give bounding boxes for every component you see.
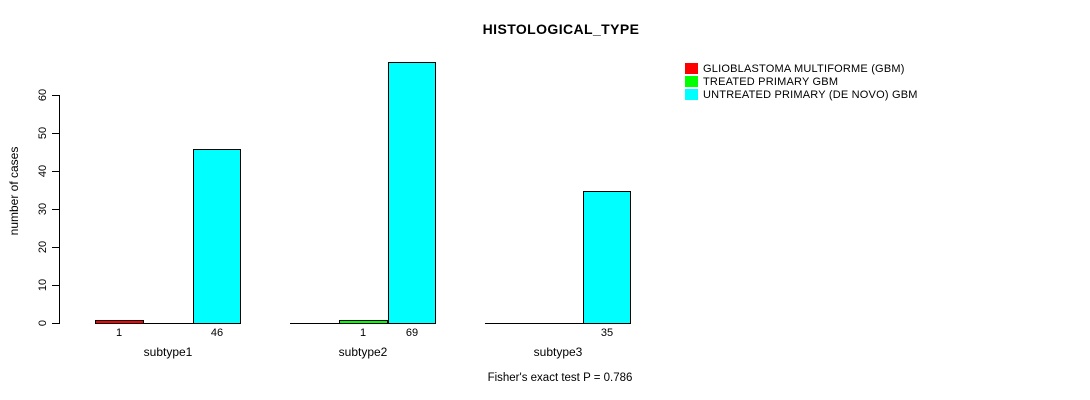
y-tick-mark: [52, 171, 59, 172]
bar-value-label: 1: [359, 327, 367, 339]
bar: [339, 320, 388, 324]
y-tick-label: 40: [37, 164, 49, 178]
legend-row: UNTREATED PRIMARY (DE NOVO) GBM: [685, 88, 918, 101]
legend-label: GLIOBLASTOMA MULTIFORME (GBM): [703, 62, 905, 75]
y-tick-mark: [52, 209, 59, 210]
y-axis-label: number of cases: [7, 146, 21, 236]
bar-value-label: 46: [210, 327, 224, 339]
legend-swatch-icon: [685, 63, 698, 74]
bar-value-label: 35: [600, 327, 614, 339]
category-label: subtype1: [143, 345, 193, 359]
x-axis-baseline: [485, 323, 631, 324]
category-label: subtype3: [533, 345, 583, 359]
y-tick-label: 0: [37, 319, 49, 327]
bar: [95, 320, 144, 324]
legend: GLIOBLASTOMA MULTIFORME (GBM) TREATED PRI…: [685, 62, 918, 101]
y-tick-label: 30: [37, 202, 49, 216]
y-axis-line: [59, 95, 60, 324]
legend-row: TREATED PRIMARY GBM: [685, 75, 918, 88]
bar-value-label: 1: [115, 327, 123, 339]
chart-title: HISTOLOGICAL_TYPE: [482, 21, 640, 37]
y-tick-mark: [52, 285, 59, 286]
y-tick-label: 60: [37, 88, 49, 102]
y-tick-label: 20: [37, 240, 49, 254]
bar-value-label: 69: [405, 327, 419, 339]
x-axis-baseline: [95, 323, 241, 324]
legend-row: GLIOBLASTOMA MULTIFORME (GBM): [685, 62, 918, 75]
bar: [388, 62, 436, 324]
y-tick-label: 50: [37, 126, 49, 140]
y-tick-mark: [52, 133, 59, 134]
legend-label: UNTREATED PRIMARY (DE NOVO) GBM: [703, 88, 918, 101]
y-tick-mark: [52, 323, 59, 324]
bar: [583, 191, 631, 324]
bar: [193, 149, 241, 324]
y-tick-label: 10: [37, 278, 49, 292]
legend-swatch-icon: [685, 76, 698, 87]
legend-swatch-icon: [685, 89, 698, 100]
y-tick-mark: [52, 95, 59, 96]
category-label: subtype2: [338, 345, 388, 359]
y-tick-mark: [52, 247, 59, 248]
footnote: Fisher's exact test P = 0.786: [487, 372, 633, 384]
legend-label: TREATED PRIMARY GBM: [703, 75, 839, 88]
